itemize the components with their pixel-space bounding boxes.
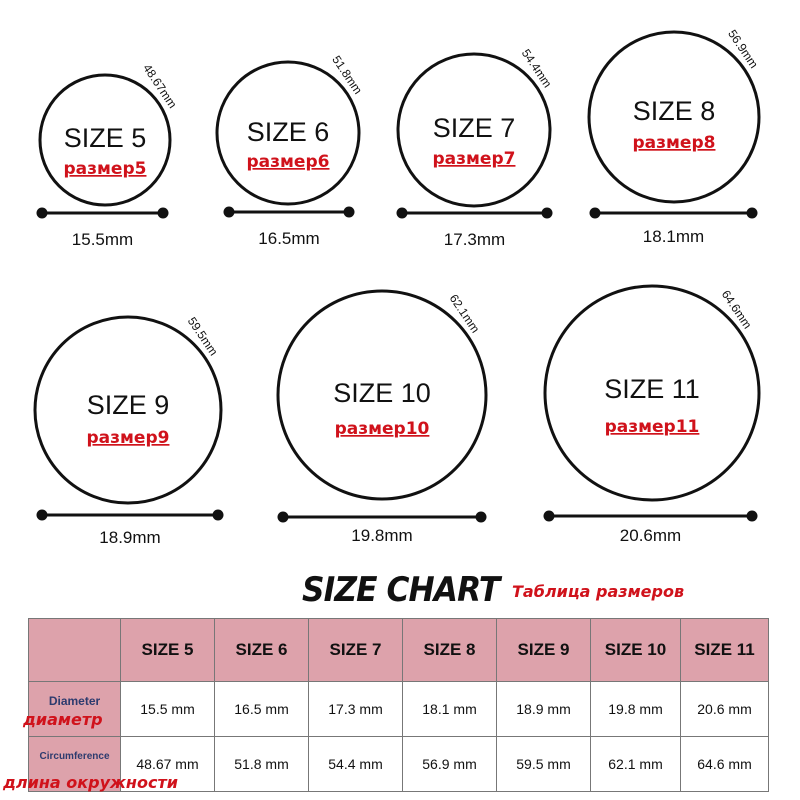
table-header-cell: SIZE 10 [590,618,681,682]
table-header-cell: SIZE 9 [496,618,591,682]
diameter-bar-end-dot [212,509,224,521]
diameter-bar-end-dot [277,511,289,523]
ring-diameter-label: 15.5mm [72,230,133,249]
ring-circle [38,73,172,207]
table-cell: 51.8 mm [214,736,309,792]
ring-diameter-label: 16.5mm [258,229,319,248]
ring-circumference-label: 54.4mm [519,46,555,90]
diameter-bar-end-dot [475,511,487,523]
ring-size-label-ru: размер6 [247,152,330,172]
ring-size-label-ru: размер11 [605,417,700,437]
size-table: SIZE 5 SIZE 6 SIZE 7 SIZE 8 SIZE 9 SIZE … [3,618,769,792]
diameter-bar-end-dot [543,510,555,522]
ring-circle [587,30,761,204]
table-cell: 56.9 mm [402,736,497,792]
diameter-row-label: Diameter [48,694,101,708]
diameter-bar-end-dot [343,206,355,218]
ring-circumference-label: 59.5mm [185,314,221,358]
ring-11: SIZE 11 размер11 64.6mm 20.6mm [543,284,761,545]
diameter-row-label-ru: диаметр [23,710,103,729]
ring-circumference-label: 64.6mm [719,288,755,332]
ring-circle [276,289,488,501]
ring-size-label: SIZE 11 [604,374,700,404]
diameter-bar-end-dot [36,207,48,219]
table-cell: 62.1 mm [590,736,681,792]
ring-size-label: SIZE 7 [433,113,516,143]
diameter-bar-end-dot [157,207,169,219]
table-cell: 54.4 mm [308,736,403,792]
size-chart-title: SIZE CHART [302,570,500,610]
table-cell: 19.8 mm [590,681,681,737]
table-cell: 18.1 mm [402,681,497,737]
diameter-bar-end-dot [223,206,235,218]
ring-circle [396,52,552,208]
table-cell: 48.67 mm [120,736,215,792]
ring-size-label-ru: размер10 [335,419,430,439]
diameter-row-label-cell: Diameter диаметр [23,681,121,737]
diameter-bar-end-dot [541,207,553,219]
table-row-diameter: Diameter диаметр 15.5 mm 16.5 mm 17.3 mm… [23,681,769,737]
ring-diameter-label: 20.6mm [620,526,681,545]
table-header-cell: SIZE 5 [120,618,215,682]
ring-9: SIZE 9 размер9 59.5mm 18.9mm [33,314,224,547]
table-cell: 59.5 mm [496,736,591,792]
diameter-bar-end-dot [746,207,758,219]
ring-diameter-label: 18.9mm [99,528,160,547]
ring-diameter-label: 19.8mm [351,526,412,545]
ring-size-label-ru: размер9 [87,428,170,448]
circumference-row-label-cell: Circumference длина окружности [3,736,178,792]
table-header-cell: SIZE 11 [680,618,769,682]
circumference-row-label: Circumference [39,751,110,762]
table-cell: 15.5 mm [120,681,215,737]
ring-size-label: SIZE 10 [333,378,431,408]
ring-6: SIZE 6 размер6 51.8mm 16.5mm [215,53,365,248]
ring-circumference-label: 56.9mm [725,27,761,71]
diameter-bar-end-dot [589,207,601,219]
ring-size-label: SIZE 8 [633,96,716,126]
table-row-circumference: Circumference длина окружности 48.67 mm … [3,736,769,792]
ring-8: SIZE 8 размер8 56.9mm 18.1mm [587,27,761,246]
diameter-bar-end-dot [36,509,48,521]
table-cell: 18.9 mm [496,681,591,737]
ring-size-label-ru: размер5 [64,159,147,179]
table-cell: 64.6 mm [680,736,769,792]
ring-10: SIZE 10 размер10 62.1mm 19.8mm [276,289,488,545]
table-header-row: SIZE 5 SIZE 6 SIZE 7 SIZE 8 SIZE 9 SIZE … [28,618,769,682]
size-chart-subtitle-ru: Таблица размеров [512,582,685,601]
ring-diameter-label: 17.3mm [444,230,505,249]
circumference-row-label-ru: длина окружности [3,773,178,792]
table-header-cell: SIZE 6 [214,618,309,682]
table-cell: 16.5 mm [214,681,309,737]
table-header-cell: SIZE 7 [308,618,403,682]
ring-circle [33,315,223,505]
table-cell: 20.6 mm [680,681,769,737]
ring-size-label: SIZE 6 [247,117,330,147]
ring-size-label-ru: размер8 [633,133,716,153]
ring-circumference-label: 62.1mm [447,292,483,336]
table-corner-cell [28,618,121,682]
diameter-bar-end-dot [396,207,408,219]
table-header-cell: SIZE 8 [402,618,497,682]
ring-7: SIZE 7 размер7 54.4mm 17.3mm [396,46,555,249]
diameter-bar-end-dot [746,510,758,522]
table-cell: 17.3 mm [308,681,403,737]
ring-size-label: SIZE 5 [64,123,147,153]
ring-circumference-label: 51.8mm [329,53,365,97]
ring-circle [543,284,761,502]
ring-circle [215,60,361,206]
ring-size-label-ru: размер7 [433,149,516,169]
ring-diameter-label: 18.1mm [643,227,704,246]
ring-size-label: SIZE 9 [87,390,170,420]
